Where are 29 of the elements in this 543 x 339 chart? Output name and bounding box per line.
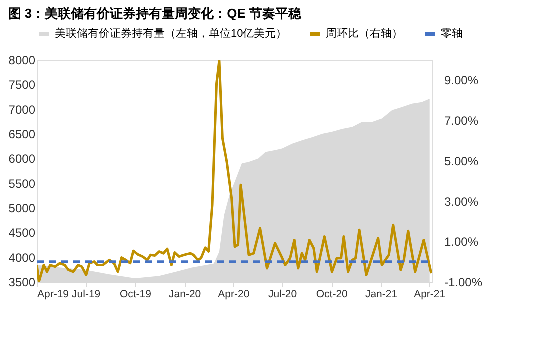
y-tick-label: 4000 bbox=[8, 250, 36, 265]
y-tick-label: 3500 bbox=[8, 276, 36, 290]
x-tick-label: Oct-19 bbox=[120, 288, 152, 300]
y-tick-label: 6500 bbox=[8, 128, 36, 142]
y-tick-label: 7000 bbox=[8, 102, 36, 117]
x-tick-label: Apr-20 bbox=[218, 288, 250, 300]
y-tick-label: 8000 bbox=[8, 54, 36, 68]
x-tick-label: Jan-21 bbox=[365, 288, 398, 300]
y2-tick-label: 7.00% bbox=[444, 114, 479, 128]
y2-tick-label: 9.00% bbox=[444, 74, 479, 88]
chart-title: 图 3：美联储有价证券持有量周变化：QE 节奏平稳 bbox=[8, 6, 303, 21]
y-tick-label: 5000 bbox=[8, 202, 36, 216]
y2-tick-label: 1.00% bbox=[444, 235, 479, 250]
x-tick-label: Oct-20 bbox=[316, 288, 348, 300]
legend-label: 零轴 bbox=[441, 27, 463, 40]
y-tick-label: 5500 bbox=[8, 176, 36, 191]
legend-label: 周环比（右轴） bbox=[326, 27, 403, 40]
y2-tick-label: 3.00% bbox=[444, 194, 479, 209]
x-tick-label: Apr-21 bbox=[414, 288, 446, 300]
y-tick-label: 7500 bbox=[8, 78, 36, 92]
y2-tick-label: 5.00% bbox=[444, 154, 479, 168]
x-tick-label: Jul-19 bbox=[72, 288, 101, 300]
y2-tick-label: -1.00% bbox=[444, 276, 483, 290]
x-tick-label: Jul-20 bbox=[268, 288, 298, 300]
y-tick-label: 6000 bbox=[8, 152, 36, 166]
x-tick-label: Jan-20 bbox=[169, 288, 202, 300]
x-tick-label: Apr-19 bbox=[38, 288, 70, 300]
y-tick-label: 4500 bbox=[8, 226, 36, 240]
legend-label: 美联储有价证券持有量（左轴，单位10亿美元） bbox=[55, 27, 288, 40]
